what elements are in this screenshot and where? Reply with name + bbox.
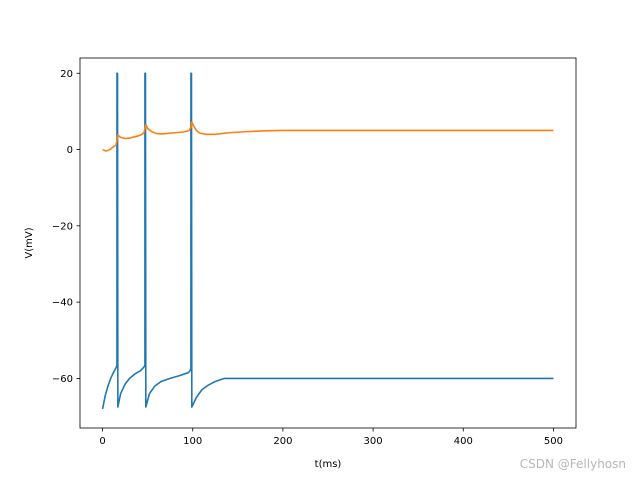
y-tick-label: 20: [60, 69, 73, 80]
y-tick-label: 0: [67, 145, 73, 156]
x-tick-label: 500: [544, 436, 563, 447]
x-axis-label: t(ms): [315, 459, 342, 470]
y-tick-label: −40: [52, 298, 73, 309]
series-line-2: [102, 121, 554, 152]
watermark: CSDN @Fellyhosn: [519, 457, 626, 471]
y-tick-label: −60: [52, 374, 73, 385]
plot-frame: [79, 57, 577, 429]
series-line-1: [101, 72, 554, 410]
x-tick-label: 300: [364, 436, 383, 447]
x-tick-label: 100: [183, 436, 202, 447]
x-tick-label: 400: [454, 436, 473, 447]
plot-area: [80, 58, 576, 428]
x-tick-label: 200: [273, 436, 292, 447]
x-tick-label: 0: [99, 436, 105, 447]
y-tick-label: −20: [52, 221, 73, 232]
y-axis-label: V(mV): [24, 227, 35, 258]
